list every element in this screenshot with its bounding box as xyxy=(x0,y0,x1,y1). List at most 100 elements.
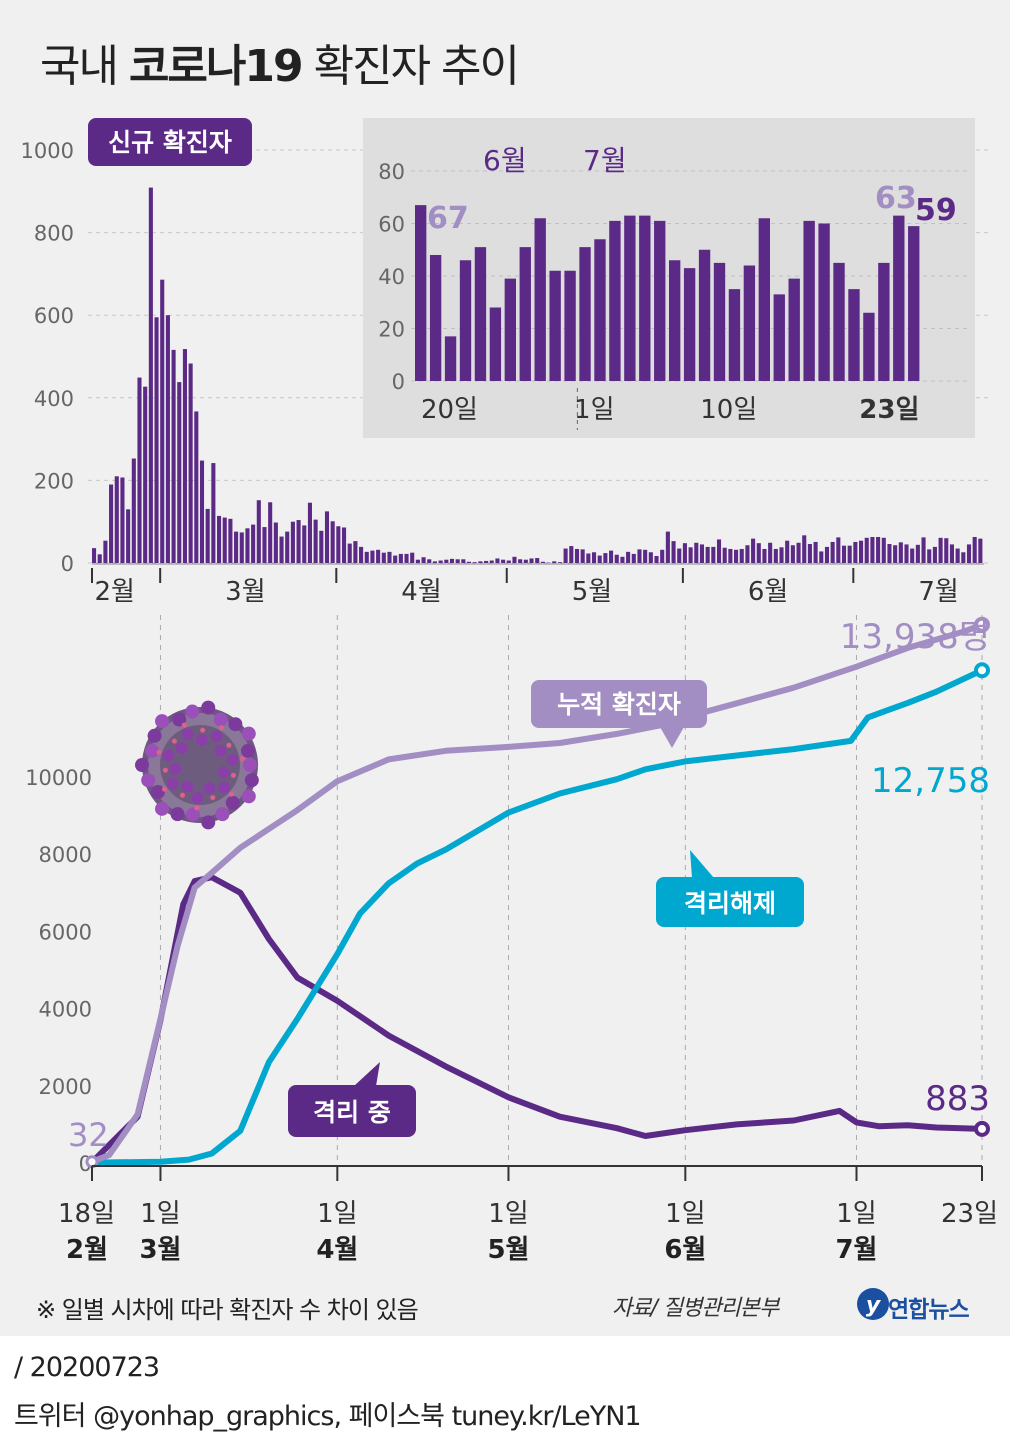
daily-bar xyxy=(773,548,778,563)
line-y-tick-label: 4000 xyxy=(39,998,92,1022)
daily-bar xyxy=(728,548,733,563)
line-x-month-label: 6월 xyxy=(664,1235,706,1265)
daily-bar xyxy=(449,558,455,563)
daily-bar xyxy=(586,553,591,563)
daily-bar xyxy=(222,517,227,563)
daily-bar xyxy=(785,540,790,563)
daily-bar xyxy=(665,531,670,563)
inset-recent-chart: 0 20 40 60 80 20일 1일 10일 23일 6월 7월 67 63 59 xyxy=(363,118,975,438)
inset-bar xyxy=(833,262,845,381)
inset-bar xyxy=(743,265,756,381)
isolated-callout: 격리 중 xyxy=(288,1062,416,1137)
line-x-month-label: 7월 xyxy=(835,1235,877,1265)
daily-bar xyxy=(188,363,193,563)
daily-bar xyxy=(336,526,341,563)
daily-bar xyxy=(819,551,824,563)
inset-y-tick-label: 40 xyxy=(378,265,405,289)
daily-bar xyxy=(143,386,148,563)
daily-bar xyxy=(518,559,523,563)
inset-bar xyxy=(698,249,711,381)
daily-bar xyxy=(313,519,318,563)
x-month-label: 4월 xyxy=(401,577,441,607)
inset-bar xyxy=(624,215,636,381)
daily-bar xyxy=(398,553,403,563)
daily-bar xyxy=(160,279,165,563)
line-y-tick-label: 10000 xyxy=(25,766,92,790)
inset-bar xyxy=(773,294,785,381)
daily-bar xyxy=(734,549,739,563)
yonhap-logo-icon: y xyxy=(857,1288,889,1320)
inset-bar xyxy=(788,278,800,381)
isolated-line xyxy=(89,874,985,1166)
daily-bar xyxy=(415,559,420,563)
inset-bar xyxy=(444,336,457,381)
daily-bar xyxy=(904,544,909,563)
page-title: 국내 코로나19 확진자 추이 xyxy=(40,41,520,92)
daily-bar xyxy=(341,527,347,563)
daily-bar xyxy=(961,552,966,563)
daily-bar xyxy=(762,548,767,563)
source-label: 자료/ 질병관리본부 xyxy=(612,1296,779,1321)
line-x-day-label: 1일 xyxy=(317,1199,357,1229)
released-callout-label: 격리해제 xyxy=(684,889,776,918)
inset-bar xyxy=(579,247,591,381)
daily-bar xyxy=(114,476,119,563)
daily-bar xyxy=(836,537,841,563)
daily-bar xyxy=(705,546,710,563)
daily-bar xyxy=(768,542,773,563)
x-month-label: 2월 xyxy=(94,577,134,607)
daily-bar xyxy=(523,559,528,563)
inset-y-tick-label: 80 xyxy=(378,160,405,184)
svg-text:y: y xyxy=(866,1293,882,1318)
daily-bar xyxy=(711,546,716,563)
daily-bar xyxy=(682,543,687,563)
inset-bar xyxy=(474,247,487,381)
daily-bar xyxy=(876,536,881,563)
daily-bar xyxy=(631,553,636,563)
inset-bar xyxy=(594,239,606,381)
daily-bar xyxy=(472,562,477,563)
inset-bar xyxy=(654,220,666,381)
daily-bar xyxy=(194,411,199,563)
daily-bar xyxy=(620,556,625,563)
footnote: ※ 일별 시차에 따라 확진자 수 차이 있음 xyxy=(36,1296,419,1324)
daily-bar xyxy=(864,537,869,563)
daily-bar xyxy=(694,542,699,563)
daily-bar xyxy=(501,559,506,563)
y-tick-label: 200 xyxy=(34,469,74,493)
inset-bar xyxy=(893,215,905,381)
inset-annotation: 63 xyxy=(875,181,917,216)
isolated-value-label: 883 xyxy=(925,1079,990,1119)
daily-bar xyxy=(211,463,216,563)
line-y-tick-label: 6000 xyxy=(39,920,92,944)
inset-bar xyxy=(818,223,830,381)
daily-bar xyxy=(654,555,659,563)
line-y-tick-label: 8000 xyxy=(39,843,92,867)
daily-bar xyxy=(393,555,398,563)
daily-bar xyxy=(915,544,920,563)
daily-bar xyxy=(347,543,352,563)
inset-bar xyxy=(758,218,771,381)
inset-bar xyxy=(609,220,621,381)
daily-bar xyxy=(739,548,744,563)
daily-bar xyxy=(870,536,875,563)
daily-bar xyxy=(927,549,932,563)
daily-bar xyxy=(432,561,437,563)
inset-month-label: 6월 xyxy=(483,144,527,177)
daily-bar xyxy=(404,553,409,563)
daily-bar xyxy=(199,460,205,563)
daily-bar xyxy=(455,559,460,563)
x-month-label: 5월 xyxy=(572,577,612,607)
daily-bar xyxy=(165,315,170,563)
line-x-day-label: 18일 xyxy=(58,1199,115,1229)
inset-y-tick-label: 0 xyxy=(392,370,405,394)
start-value-label: 32 xyxy=(68,1116,109,1154)
daily-bar xyxy=(353,541,358,563)
line-x-month-label: 2월 xyxy=(66,1235,108,1265)
daily-bar xyxy=(898,542,903,563)
daily-bar xyxy=(205,508,210,563)
inset-bar xyxy=(803,220,815,381)
inset-bar xyxy=(429,255,442,381)
y-tick-label: 0 xyxy=(61,552,74,576)
daily-bar xyxy=(779,547,784,563)
